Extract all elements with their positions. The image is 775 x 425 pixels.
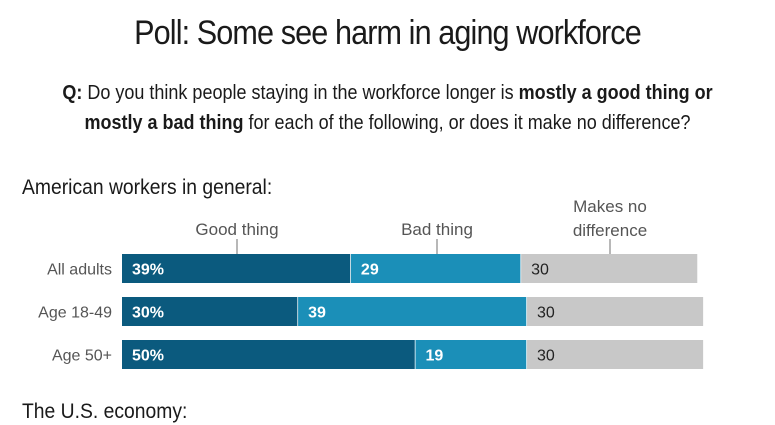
category-label: Age 50+ — [52, 348, 112, 365]
question-text-part1: Do you think people staying in the workf… — [87, 82, 514, 104]
bar-segment-bad — [298, 297, 528, 326]
bar-value-label: 50% — [132, 348, 164, 365]
chart-title: Poll: Some see harm in aging workforce — [134, 14, 642, 52]
bar-value-label: 39% — [132, 262, 164, 279]
category-label: Age 18-49 — [38, 305, 112, 322]
question-prefix: Q: — [62, 82, 83, 104]
bar-segment-none — [521, 254, 698, 283]
legend-label-none-line2: difference — [573, 221, 647, 240]
legend-label-none-line1: Makes no — [573, 197, 647, 216]
bar-segment-bad — [415, 340, 528, 369]
question-text-bold: mostly a good thing or mostly a bad thin… — [84, 82, 713, 134]
bar-segment-bad — [350, 254, 522, 283]
question-text-part2: for each of the following, or does it ma… — [248, 112, 691, 134]
bar-value-label: 30 — [531, 262, 549, 279]
bar-value-label: 30 — [537, 305, 555, 322]
legend-label-good: Good thing — [195, 220, 278, 239]
bar-value-label: 19 — [426, 348, 444, 365]
bar-value-label: 29 — [361, 262, 379, 279]
question-text: Q: Do you think people staying in the wo… — [57, 78, 719, 138]
legend-label-bad: Bad thing — [401, 220, 473, 239]
category-label: All adults — [47, 262, 112, 279]
section-label-economy: The U.S. economy: — [22, 400, 188, 423]
bar-segment-good — [122, 297, 299, 326]
bar-segment-none — [527, 340, 704, 369]
bar-segment-good — [122, 254, 351, 283]
bar-segment-good — [122, 340, 416, 369]
bar-value-label: 30 — [537, 348, 555, 365]
bar-segment-none — [527, 297, 704, 326]
bar-value-label: 39 — [308, 305, 326, 322]
section-label-workers: American workers in general: — [22, 176, 273, 199]
bar-value-label: 30% — [132, 305, 164, 322]
